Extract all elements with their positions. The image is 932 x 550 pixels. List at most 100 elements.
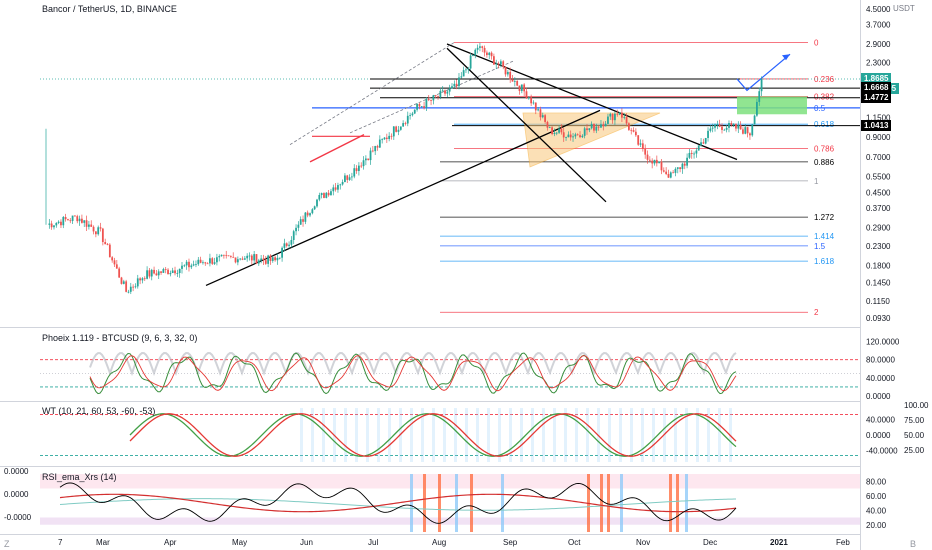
wt-signal-bar <box>443 408 446 462</box>
candle-body <box>730 123 733 125</box>
rsi-ob-zone <box>40 474 860 489</box>
candle-body <box>260 258 263 261</box>
currency-label: USDT <box>893 4 915 13</box>
price-axis-tick: 1.1500 <box>866 114 891 123</box>
candle-body <box>683 163 686 166</box>
candle-body <box>143 278 146 280</box>
scale-button[interactable]: B <box>910 539 917 549</box>
candle-body <box>669 172 672 178</box>
candle-body <box>686 157 688 166</box>
candle-body <box>474 49 477 56</box>
candle-body <box>169 272 172 275</box>
candle-body <box>627 123 630 130</box>
candle-body <box>586 128 588 131</box>
candle-body <box>309 213 311 216</box>
wt-signal-bar <box>553 408 556 462</box>
candle-body <box>651 160 654 164</box>
time-axis-label: Sep <box>503 538 518 547</box>
candle-body <box>369 150 372 161</box>
wt-signal-bar <box>619 408 622 462</box>
wt-signal-bar <box>674 408 677 462</box>
candle-body <box>62 217 65 226</box>
candle-body <box>746 127 749 134</box>
candle-body <box>374 146 377 152</box>
candle-body <box>465 69 467 71</box>
phoenix-title: Phoeix 1.119 - BTCUSD (9, 6, 3, 32, 0) <box>42 333 198 343</box>
candle-body <box>55 222 58 226</box>
candle-body <box>67 219 69 221</box>
candle-body <box>120 277 123 284</box>
candle-body <box>185 261 188 266</box>
candle-body <box>758 91 761 102</box>
wt-signal-bar <box>542 408 545 462</box>
candle-body <box>57 221 60 223</box>
candle-body <box>702 142 705 144</box>
candle-body <box>378 139 381 148</box>
rsi-signal-bar <box>676 474 679 532</box>
candle-body <box>634 131 637 136</box>
rsi-signal-bar <box>607 474 610 532</box>
candle-body <box>576 134 579 136</box>
candle-body <box>399 126 402 130</box>
candle-body <box>742 129 744 134</box>
candle-body <box>490 52 493 57</box>
phoenix-area <box>89 351 737 377</box>
candle-body <box>248 255 251 257</box>
candle-body <box>621 112 623 118</box>
candle-body <box>434 95 437 97</box>
rsi-signal-bar <box>423 474 426 532</box>
wt-signal-bar <box>421 408 424 462</box>
candle-body <box>113 260 116 265</box>
candle-body <box>134 286 137 288</box>
candle-body <box>364 158 367 161</box>
candle-body <box>665 171 668 175</box>
candle-body <box>397 129 400 132</box>
candle-body <box>246 255 249 259</box>
wt-signal-bar <box>575 408 578 462</box>
candle-body <box>351 176 353 178</box>
time-axis-label: 2021 <box>770 538 788 547</box>
candle-body <box>402 123 405 127</box>
time-axis-label: Apr <box>164 538 177 547</box>
phoenix-axis-tick: 120.0000 <box>866 338 900 347</box>
candle-body <box>94 231 97 235</box>
candle-body <box>78 218 81 222</box>
candle-body <box>721 126 723 130</box>
price-axis-tick: 0.4500 <box>866 188 891 197</box>
fib-label-1-414: 1.414 <box>814 232 835 241</box>
candle-body <box>756 101 758 116</box>
candle-body <box>141 278 144 281</box>
candle-body <box>516 80 519 86</box>
candle-body <box>395 126 398 132</box>
candle-body <box>695 150 698 154</box>
timezone-button[interactable]: Z <box>4 539 10 549</box>
rsi-line <box>59 482 737 524</box>
candle-body <box>197 259 200 265</box>
candle-body <box>404 123 407 124</box>
candle-body <box>602 124 605 127</box>
target-zone <box>737 96 807 115</box>
candle-body <box>288 244 290 246</box>
fib-label-0-618: 0.618 <box>814 120 835 129</box>
candle-body <box>707 130 709 138</box>
candle-body <box>320 193 323 196</box>
candle-body <box>444 90 446 94</box>
candle-body <box>206 263 209 265</box>
candle-body <box>523 84 526 92</box>
candle-body <box>751 124 754 136</box>
time-axis-label: Oct <box>568 538 581 547</box>
candle-body <box>723 129 726 131</box>
time-axis-label: Dec <box>703 538 717 547</box>
wt-signal-bar <box>322 408 325 462</box>
wt-signal-bar <box>509 408 512 462</box>
candle-body <box>160 271 162 273</box>
candle-body <box>714 124 716 128</box>
candle-body <box>188 261 190 268</box>
price-axis-tick: 0.1800 <box>866 261 891 270</box>
phoenix-axis-tick: 80.0000 <box>866 356 895 365</box>
candle-body <box>355 168 358 172</box>
candle-body <box>90 224 93 227</box>
candle-body <box>648 159 651 161</box>
